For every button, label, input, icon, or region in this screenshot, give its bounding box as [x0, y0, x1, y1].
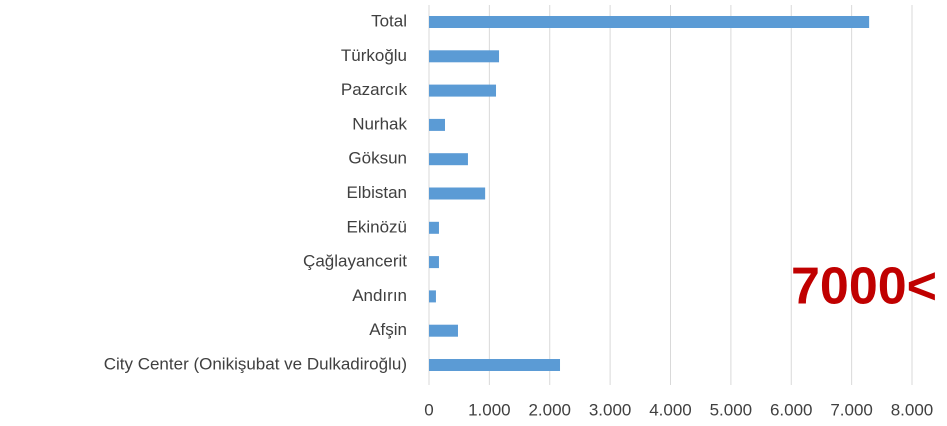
y-tick-label: Göksun	[348, 149, 407, 168]
y-tick-label: Elbistan	[347, 183, 407, 202]
y-tick-label: Afşin	[369, 320, 407, 339]
x-tick-label: 1.000	[468, 400, 511, 419]
bar	[429, 187, 486, 200]
y-tick-label: Nurhak	[352, 114, 407, 133]
bar	[429, 84, 497, 97]
bar	[429, 50, 500, 63]
y-tick-label: Türkoğlu	[341, 46, 407, 65]
x-tick-label: 8.000	[891, 400, 934, 419]
x-tick-label: 0	[424, 400, 433, 419]
x-tick-label: 7.000	[830, 400, 873, 419]
bar	[429, 290, 436, 303]
x-tick-label: 3.000	[589, 400, 632, 419]
y-tick-label: Pazarcık	[341, 80, 408, 99]
x-tick-label: 6.000	[770, 400, 813, 419]
y-tick-label: City Center (Onikişubat ve Dulkadiroğlu)	[104, 354, 407, 373]
bar	[429, 256, 439, 269]
bar	[429, 16, 870, 28]
y-tick-label: Andırın	[352, 286, 407, 305]
bar	[429, 118, 445, 131]
x-tick-label: 5.000	[710, 400, 753, 419]
y-tick-label: Çağlayancerit	[303, 252, 407, 271]
bar	[429, 221, 439, 234]
bar	[429, 153, 468, 166]
x-tick-label: 4.000	[649, 400, 692, 419]
y-tick-label: Ekinözü	[347, 217, 407, 236]
bar	[429, 359, 561, 371]
x-tick-label: 2.000	[528, 400, 571, 419]
y-tick-label: Total	[371, 11, 407, 30]
bar	[429, 324, 458, 337]
annotation: 7000<	[791, 258, 937, 316]
